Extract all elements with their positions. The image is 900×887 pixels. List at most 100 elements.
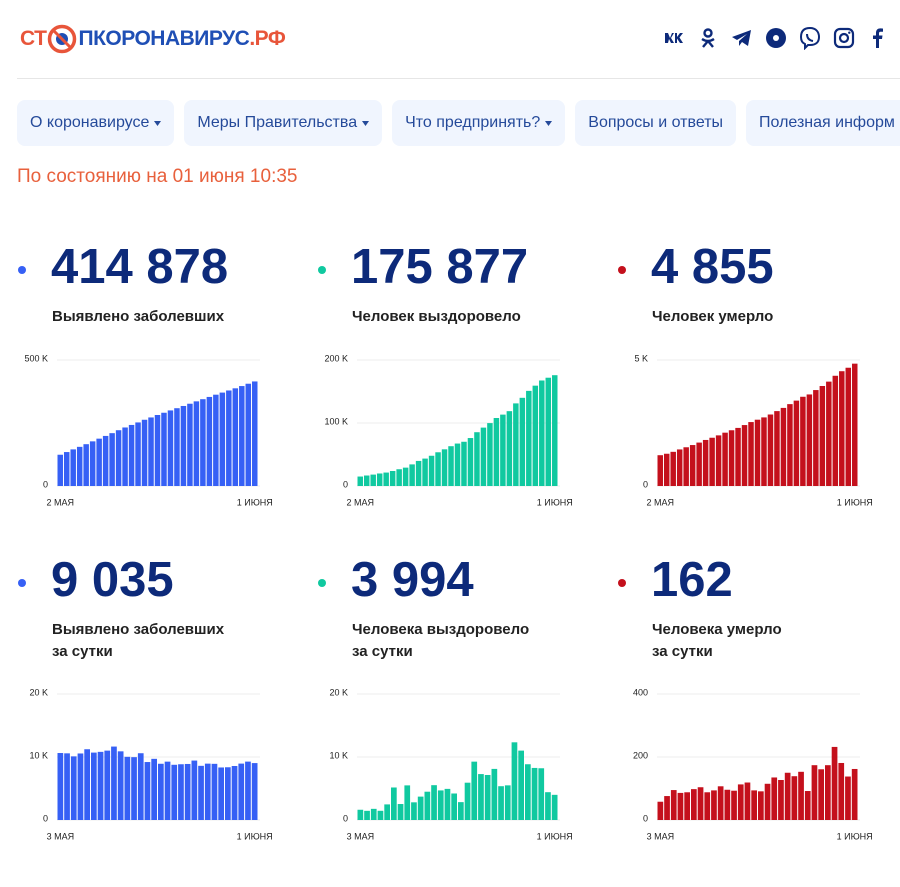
telegram-icon[interactable] [730,26,754,50]
bar [193,401,200,486]
chart: 0 5 K 2 МАЯ 1 ИЮНЯ [634,353,872,507]
ok-icon[interactable] [696,26,720,50]
bar [63,452,70,486]
nav-item[interactable]: Вопросы и ответы [575,100,737,146]
bar [677,792,684,820]
nav-label: О коронавирусе [30,114,150,131]
bar [551,794,558,820]
bar [525,764,531,820]
livejournal-icon[interactable] [764,26,788,50]
x-tick-label: 1 ИЮНЯ [537,497,573,507]
bar [741,425,748,486]
logo[interactable]: СТ ПКОРОНАВИРУС .РФ [20,24,286,54]
stat-number: 175 877 [351,240,529,294]
bar [76,446,83,486]
bar [409,464,415,486]
bar [458,802,464,820]
bar [431,785,437,820]
logo-icon [48,24,77,54]
facebook-icon[interactable] [866,26,890,50]
bar [206,396,213,486]
nav-label: Полезная информ [759,114,895,131]
bar [383,472,389,486]
status: По состоянию на 01 июня 10:35 [17,166,298,187]
y-tick-label: 0 [43,479,48,489]
bar [451,793,457,820]
y-tick-label: 100 K [324,416,348,426]
bar [670,790,677,820]
bar [384,804,390,820]
bar [376,473,383,486]
bar [504,785,511,820]
stat-number: 3 994 [351,553,474,607]
bar [154,414,161,486]
y-tick-label: 20 K [29,687,48,697]
bar [77,753,84,820]
bar [771,777,778,820]
bar [519,397,526,486]
bar [178,764,184,820]
bar [91,752,97,820]
dropdown-arrow [154,120,162,126]
bar [397,804,404,820]
bar [737,784,744,820]
bar [715,435,722,486]
dropdown-arrow [362,120,370,126]
bar [422,458,428,486]
bar [754,419,761,486]
bar [158,763,164,820]
bar [144,762,151,820]
nav-item[interactable]: Что предпринять? [392,100,566,146]
x-tick-label: 3 МАЯ [347,831,375,841]
social-links [662,26,900,50]
bar [657,801,664,820]
bar [526,390,532,486]
bar [818,769,824,820]
y-tick-label: 10 K [29,750,48,760]
nav-item[interactable]: Меры Правительства [184,100,383,146]
bar [454,443,461,486]
bar [111,746,117,820]
bar [135,422,141,486]
bar [845,367,852,486]
bar [670,451,676,486]
bar [464,782,471,820]
bar [164,761,171,820]
bar [187,403,193,486]
bar [676,449,683,486]
legend-dot [318,579,326,587]
viber-icon[interactable] [798,26,822,50]
bar [806,394,813,486]
stat-label: Человека выздоровело [352,621,530,638]
bar [377,810,384,820]
bar [506,411,513,486]
instagram-icon[interactable] [832,26,856,50]
y-tick-label: 0 [643,479,648,489]
vk-icon[interactable] [662,26,686,50]
nav-item[interactable]: О коронавирусе [17,100,175,146]
y-tick-label: 500 K [24,353,48,363]
bar [811,765,818,820]
bar [444,788,451,820]
bar [441,449,448,486]
y-tick-label: 400 [633,687,648,697]
bar [184,763,191,820]
bar [793,400,800,486]
bar [545,792,551,820]
bar [831,746,838,820]
bar [424,791,431,820]
bar [780,407,787,486]
x-tick-label: 1 ИЮНЯ [537,831,573,841]
x-tick-label: 1 ИЮНЯ [837,831,873,841]
bar [102,435,109,486]
bar [396,469,402,486]
nav-item[interactable]: Полезная информ [746,100,900,146]
bar [404,785,411,820]
bar [219,392,226,486]
y-tick-label: 20 K [329,687,348,697]
bar [245,761,251,820]
bar [211,763,218,820]
stat-label: за сутки [52,643,113,660]
bar [96,438,102,486]
logo-strike [52,28,73,50]
